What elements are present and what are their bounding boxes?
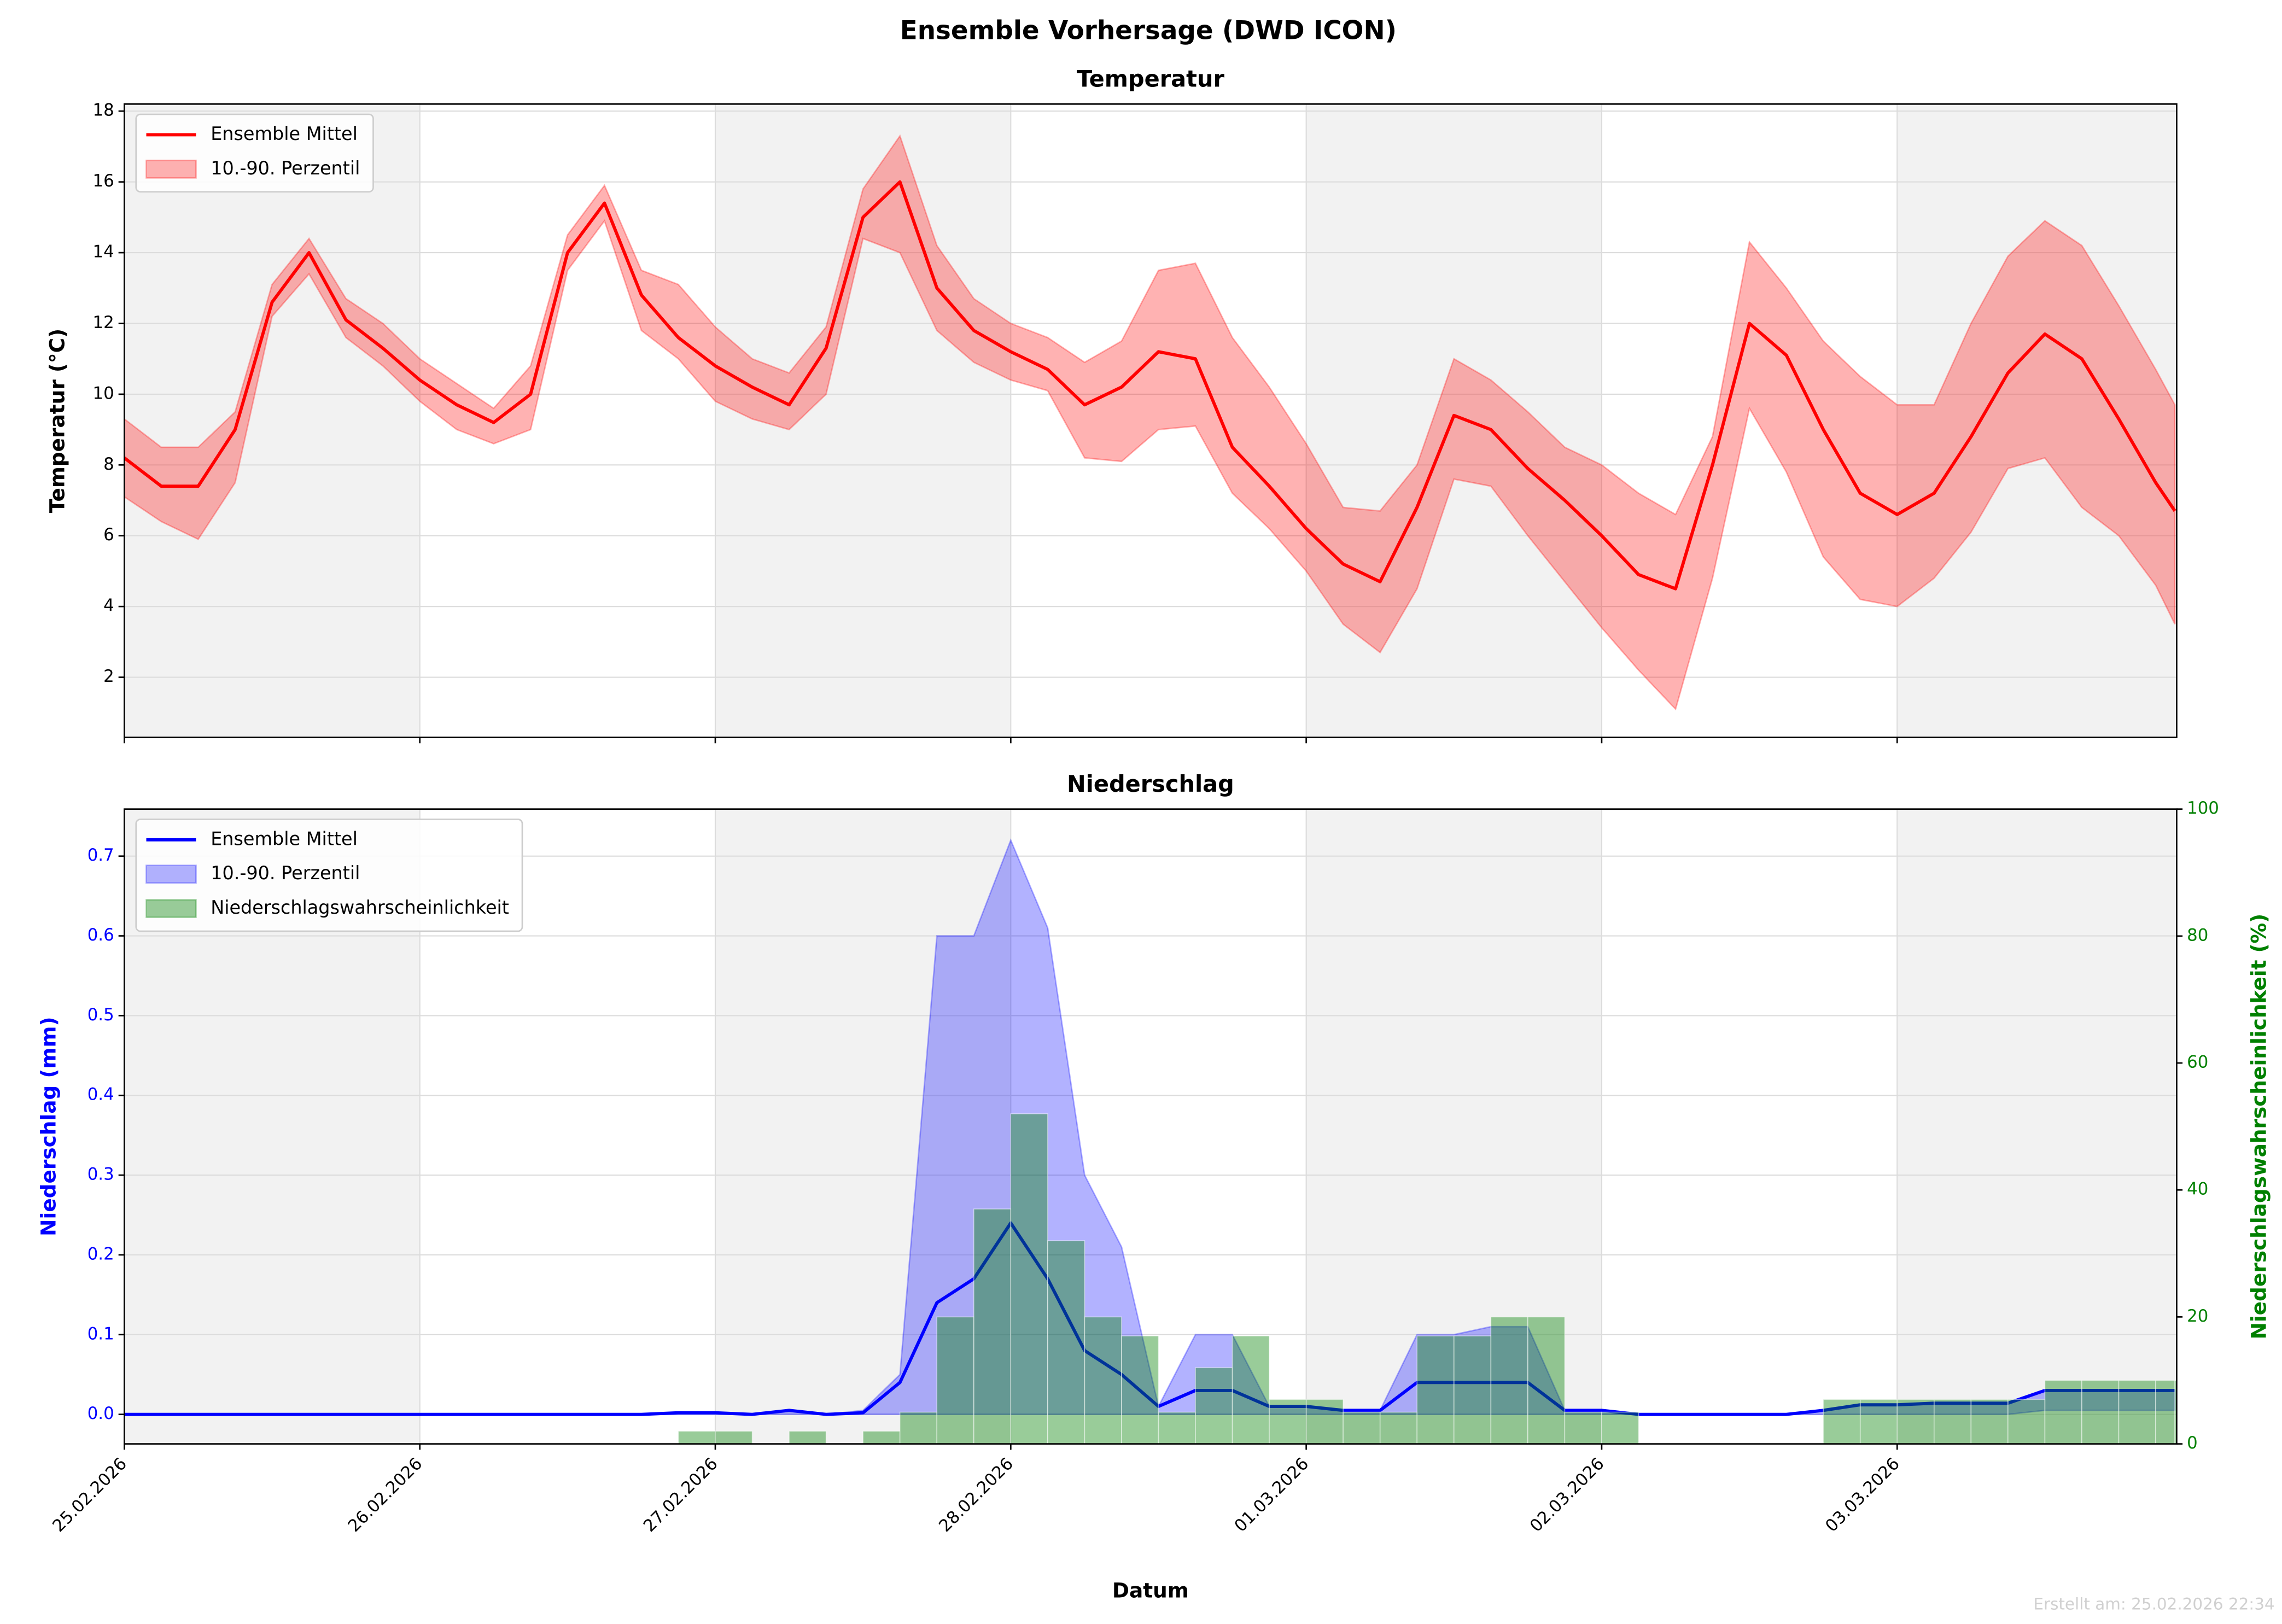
probability-bar: [1823, 1399, 1861, 1445]
probability-bar: [1896, 1399, 1935, 1445]
day-shade: [715, 809, 1011, 1444]
probability-bar: [1453, 1335, 1492, 1445]
y2-tick-label: 20: [2187, 1306, 2208, 1326]
probability-bar: [1933, 1399, 1972, 1445]
y-tick-label: 10: [93, 383, 114, 403]
legend-label: 10.-90. Perzentil: [211, 157, 360, 179]
panel-title: Niederschlag: [1067, 771, 1234, 797]
y2-tick-label: 80: [2187, 925, 2208, 945]
probability-bar: [1158, 1411, 1196, 1445]
y-axis-label: Temperatur (°C): [45, 329, 69, 513]
probability-bar: [899, 1411, 938, 1445]
legend-label: Ensemble Mittel: [211, 123, 358, 144]
day-shade: [1306, 104, 1602, 738]
plot-frame: [124, 808, 2178, 1445]
probability-bar: [678, 1430, 716, 1445]
y-tick-label: 8: [103, 454, 114, 474]
y-tick-label: 0.1: [87, 1324, 114, 1343]
probability-bar: [1379, 1411, 1418, 1445]
y2-axis-label: Niederschlagswahrscheinlichkeit (%): [2246, 914, 2271, 1340]
probability-bar: [862, 1430, 901, 1445]
probability-bar: [1970, 1399, 2009, 1445]
y2-tick-label: 0: [2187, 1433, 2198, 1453]
y-tick-label: 0.4: [87, 1085, 114, 1105]
probability-bar: [1232, 1335, 1270, 1445]
y2-tick-label: 40: [2187, 1179, 2208, 1199]
probability-bar: [1416, 1335, 1455, 1445]
y-tick-label: 0.5: [87, 1005, 114, 1025]
y-tick-label: 16: [93, 171, 114, 191]
percentile-band: [124, 134, 2176, 711]
y-tick-label: 0.6: [87, 925, 114, 945]
day-shade: [1897, 104, 2177, 738]
probability-bar: [2155, 1380, 2175, 1445]
y2-tick-label: 100: [2187, 798, 2219, 818]
probability-bar: [715, 1430, 753, 1445]
y-axis-label: Niederschlag (mm): [36, 1017, 60, 1236]
y-tick-label: 0.7: [87, 845, 114, 865]
x-axis-label: Datum: [1112, 1578, 1189, 1602]
probability-bar: [1343, 1411, 1381, 1445]
y-tick-label: 0.2: [87, 1244, 114, 1264]
probability-bar: [1527, 1316, 1566, 1445]
probability-bar: [1859, 1399, 1898, 1445]
legend-swatch: [145, 159, 197, 179]
probability-bar: [936, 1316, 974, 1445]
figure-title: Ensemble Vorhersage (DWD ICON): [900, 16, 1397, 46]
y-tick-label: 14: [93, 242, 114, 262]
probability-bar: [1490, 1316, 1528, 1445]
plot-frame: [124, 103, 2178, 738]
probability-bar: [1305, 1399, 1344, 1445]
day-shade: [1897, 809, 2177, 1444]
footer: Erstellt am: 25.02.2026 22:34: [2033, 1594, 2274, 1613]
legend-label: Niederschlagswahrscheinlichkeit: [211, 897, 509, 918]
legend-swatch: [145, 899, 197, 918]
probability-bar: [2044, 1380, 2082, 1445]
y-tick-label: 0.0: [87, 1404, 114, 1423]
probability-bar: [2081, 1380, 2120, 1445]
panel-title: Temperatur: [1077, 66, 1225, 92]
probability-bar: [1084, 1316, 1122, 1445]
probability-bar: [1601, 1411, 1639, 1445]
y2-tick-label: 60: [2187, 1053, 2208, 1072]
probability-bar: [973, 1208, 1012, 1445]
legend-label: Ensemble Mittel: [211, 828, 358, 849]
probability-bar: [2118, 1380, 2156, 1445]
y-tick-label: 0.3: [87, 1165, 114, 1184]
y-tick-label: 2: [103, 667, 114, 686]
probability-bar: [1269, 1399, 1307, 1445]
y-tick-label: 6: [103, 525, 114, 545]
probability-bar: [1195, 1367, 1233, 1445]
day-shade: [715, 104, 1011, 738]
probability-bar: [1564, 1411, 1602, 1445]
legend-swatch: [145, 864, 197, 884]
y-tick-label: 18: [93, 101, 114, 120]
legend-box: [135, 819, 523, 932]
mean-line: [123, 180, 2176, 591]
y-tick-label: 12: [93, 313, 114, 332]
probability-bar: [1010, 1113, 1048, 1445]
probability-bar: [2007, 1399, 2046, 1445]
day-shade: [124, 104, 420, 738]
probability-bar: [1047, 1240, 1085, 1445]
y-tick-label: 4: [103, 596, 114, 616]
legend-label: 10.-90. Perzentil: [211, 862, 360, 884]
probability-bar: [789, 1430, 827, 1445]
probability-bar: [1121, 1335, 1159, 1445]
